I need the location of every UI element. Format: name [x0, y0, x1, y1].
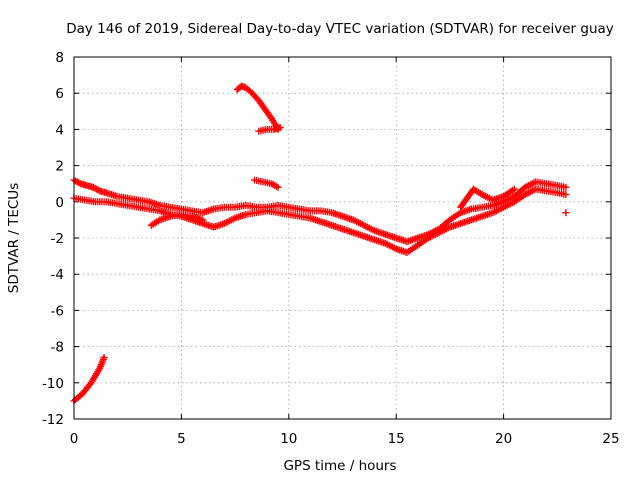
- x-tick-label: 10: [280, 431, 297, 447]
- y-tick-label: -2: [51, 231, 64, 247]
- y-tick-label: -8: [51, 340, 64, 356]
- y-tick-label: 8: [55, 50, 64, 66]
- x-tick-label: 25: [602, 431, 619, 447]
- y-tick-label: 6: [55, 86, 64, 102]
- x-axis-label: GPS time / hours: [283, 458, 396, 474]
- data-point: [75, 179, 83, 187]
- x-tick-label: 15: [388, 431, 405, 447]
- chart-title: Day 146 of 2019, Sidereal Day-to-day VTE…: [66, 21, 614, 37]
- y-tick-label: 2: [55, 159, 64, 175]
- data-point: [562, 191, 570, 199]
- data-point: [274, 183, 282, 191]
- data-point: [199, 216, 207, 224]
- x-tick-label: 20: [495, 431, 512, 447]
- data-point: [562, 183, 570, 191]
- x-tick-label: 5: [177, 431, 186, 447]
- y-tick-label: 4: [55, 122, 64, 138]
- data-point: [272, 182, 280, 190]
- data-point: [562, 209, 570, 217]
- y-tick-label: 0: [55, 195, 64, 211]
- data-point: [100, 353, 108, 361]
- data-point: [94, 186, 102, 194]
- y-tick-label: -4: [51, 267, 64, 283]
- y-axis-label: SDTVAR / TECUs: [6, 183, 22, 293]
- data-point: [510, 185, 518, 193]
- axis-ticks: 0 5 10 15 20 25 -12 -10 -8 -6 -4 -2 0 2 4 6 8: [42, 50, 620, 447]
- y-tick-label: -10: [42, 376, 64, 392]
- grid: [74, 57, 611, 419]
- data-point: [276, 124, 284, 132]
- y-tick-label: -6: [51, 303, 64, 319]
- data-points: [70, 82, 570, 405]
- y-tick-label: -12: [42, 412, 64, 428]
- plot-frame: [73, 56, 612, 420]
- x-tick-label: 0: [70, 431, 79, 447]
